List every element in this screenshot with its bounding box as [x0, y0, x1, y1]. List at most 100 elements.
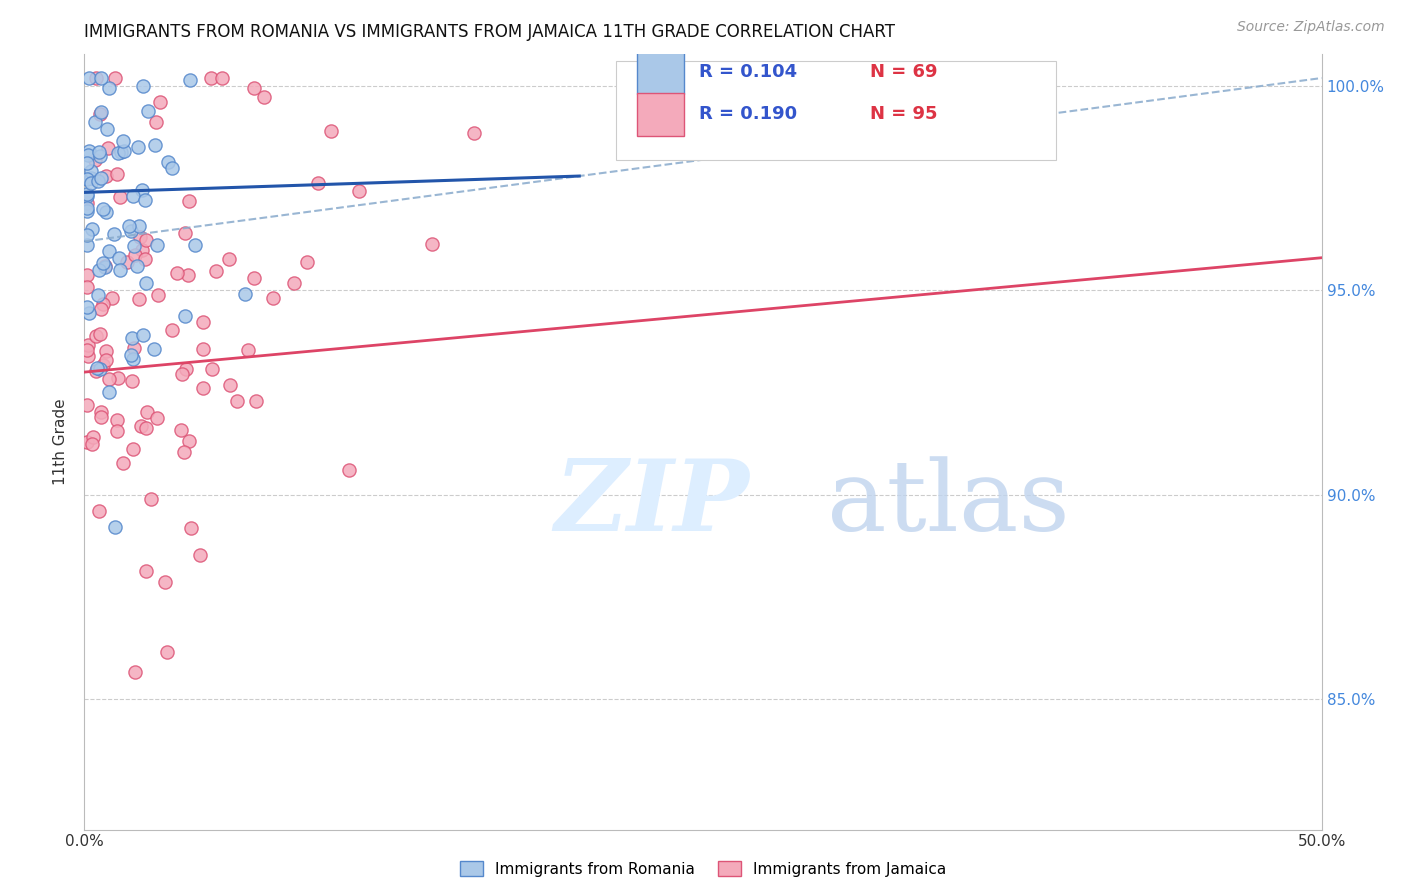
- Text: ZIP: ZIP: [554, 456, 749, 552]
- Point: [173, 309, 195, 323]
- Point: [135, 233, 157, 247]
- Point: [127, 140, 149, 154]
- Point: [76, 435, 98, 450]
- Point: [76, 203, 98, 218]
- Point: [184, 238, 207, 252]
- Point: [77, 306, 100, 320]
- Point: [422, 236, 444, 251]
- Text: N = 69: N = 69: [870, 63, 938, 81]
- Point: [89, 107, 111, 121]
- FancyBboxPatch shape: [637, 51, 685, 94]
- FancyBboxPatch shape: [616, 61, 1056, 160]
- Point: [174, 226, 197, 240]
- Point: [121, 375, 143, 389]
- Point: [160, 161, 183, 176]
- Point: [219, 378, 242, 392]
- Point: [94, 205, 117, 219]
- Point: [107, 371, 129, 385]
- Point: [76, 343, 98, 358]
- Point: [87, 145, 110, 159]
- Point: [98, 80, 121, 95]
- Point: [105, 167, 128, 181]
- Point: [76, 171, 98, 186]
- Point: [96, 122, 118, 136]
- Point: [97, 141, 120, 155]
- Point: [108, 189, 131, 203]
- Point: [262, 291, 284, 305]
- Point: [149, 95, 172, 109]
- Text: N = 95: N = 95: [870, 105, 938, 123]
- Point: [156, 155, 179, 169]
- Point: [173, 444, 195, 458]
- Point: [156, 645, 179, 659]
- Point: [135, 421, 157, 435]
- Point: [143, 137, 166, 152]
- Point: [111, 457, 134, 471]
- Point: [89, 504, 111, 518]
- Point: [319, 123, 342, 137]
- Point: [191, 315, 214, 329]
- Point: [233, 286, 256, 301]
- Point: [91, 297, 114, 311]
- Point: [107, 251, 129, 265]
- Point: [145, 115, 167, 129]
- Point: [170, 423, 193, 437]
- Point: [76, 268, 98, 282]
- Point: [201, 362, 224, 376]
- Point: [104, 519, 127, 533]
- Point: [89, 326, 111, 341]
- Point: [179, 194, 201, 208]
- Point: [120, 347, 142, 361]
- Point: [98, 372, 121, 386]
- Point: [242, 271, 264, 285]
- Point: [124, 665, 146, 680]
- Point: [122, 341, 145, 355]
- Point: [283, 277, 305, 291]
- Point: [90, 70, 112, 85]
- Point: [76, 201, 98, 215]
- Point: [76, 186, 98, 201]
- Point: [135, 565, 157, 579]
- Point: [93, 358, 115, 372]
- Point: [136, 104, 159, 119]
- Point: [339, 463, 361, 477]
- Point: [191, 381, 214, 395]
- Point: [90, 171, 112, 186]
- Text: Source: ZipAtlas.com: Source: ZipAtlas.com: [1237, 20, 1385, 34]
- Point: [205, 264, 228, 278]
- Point: [76, 148, 98, 162]
- Point: [155, 575, 177, 590]
- Point: [131, 184, 153, 198]
- Point: [145, 238, 167, 252]
- Point: [86, 174, 108, 188]
- Point: [77, 70, 100, 85]
- Point: [77, 144, 100, 158]
- Point: [76, 228, 98, 243]
- Point: [82, 436, 104, 450]
- Point: [179, 434, 201, 448]
- Point: [80, 164, 103, 178]
- Point: [83, 153, 105, 167]
- Point: [347, 184, 370, 198]
- Point: [94, 169, 117, 183]
- Point: [226, 394, 249, 409]
- Point: [93, 259, 115, 273]
- Y-axis label: 11th Grade: 11th Grade: [53, 398, 69, 485]
- Point: [463, 126, 485, 140]
- Point: [76, 279, 98, 293]
- Point: [166, 266, 188, 280]
- Point: [132, 78, 155, 93]
- Point: [136, 405, 159, 419]
- Point: [90, 405, 112, 419]
- Point: [218, 252, 240, 267]
- Text: R = 0.104: R = 0.104: [699, 63, 797, 81]
- Legend: Immigrants from Romania, Immigrants from Jamaica: Immigrants from Romania, Immigrants from…: [453, 853, 953, 884]
- Point: [191, 342, 214, 356]
- Point: [146, 288, 169, 302]
- Point: [135, 277, 157, 291]
- Point: [172, 367, 194, 381]
- Point: [76, 156, 98, 170]
- Point: [90, 410, 112, 425]
- Point: [177, 268, 200, 283]
- Point: [143, 342, 166, 356]
